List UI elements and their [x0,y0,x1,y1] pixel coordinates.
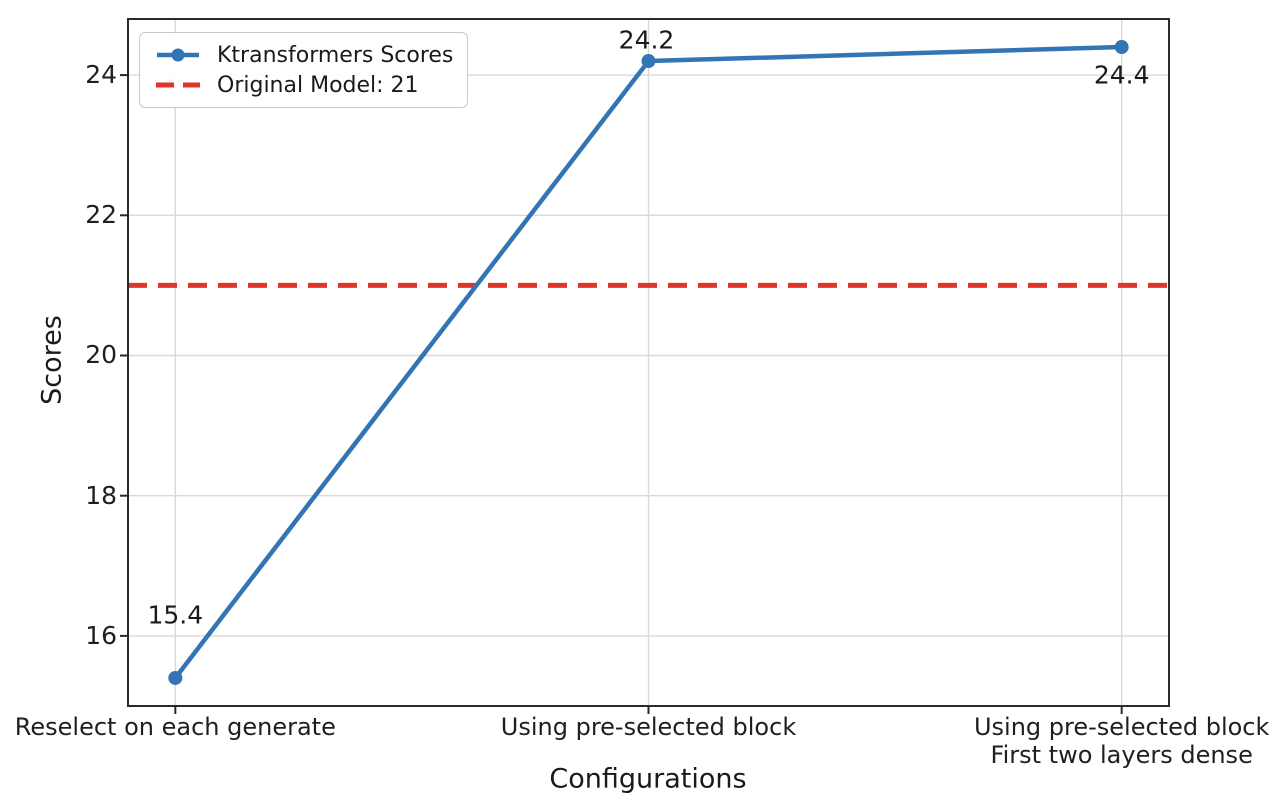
x-tick-label: Using pre-selected block [500,713,797,741]
y-tick-label: 22 [85,200,117,230]
dashed-line-icon [156,82,200,88]
legend-item-ktransformers-scores: Ktransformers Scores [155,40,453,70]
data-point-marker [641,54,656,69]
legend-label-reference: Original Model: 21 [217,72,419,98]
legend: Ktransformers Scores Original Model: 21 [139,32,469,108]
legend-item-original-model: Original Model: 21 [155,70,453,100]
y-tick-label: 16 [85,620,117,650]
data-label: 24.4 [1093,60,1150,90]
data-point-marker [1114,40,1129,55]
data-point-marker [168,670,183,685]
x-axis-label: Configurations [549,763,747,795]
y-tick-label: 24 [85,60,117,90]
x-tick-label: Using pre-selected block First two layer… [973,713,1270,769]
line-marker-icon [157,48,199,62]
y-tick-label: 18 [85,480,117,510]
y-tick-label: 20 [85,340,117,370]
data-label: 15.4 [147,600,204,630]
legend-label-series: Ktransformers Scores [217,42,454,68]
x-tick-label: Reselect on each generate [14,713,336,741]
data-label: 24.2 [618,25,675,55]
